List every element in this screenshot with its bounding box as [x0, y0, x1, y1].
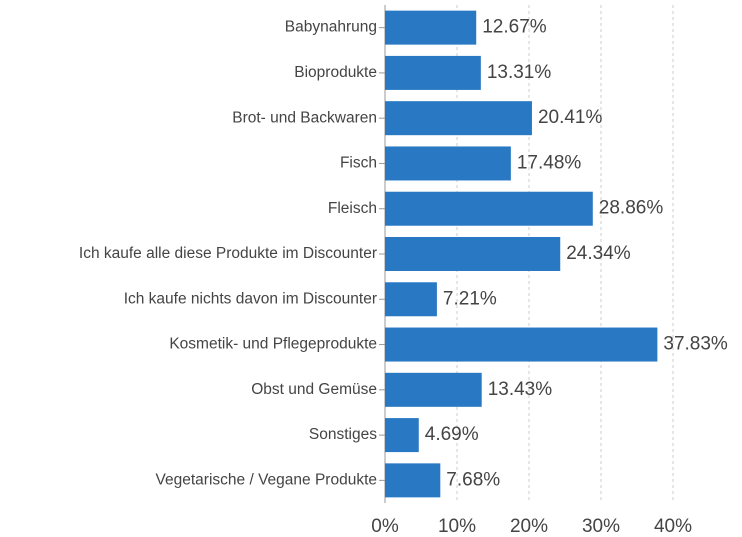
bar: [385, 282, 437, 317]
y-tick-label: Fisch: [340, 155, 377, 172]
y-tick-label: Kosmetik- und Pflegeprodukte: [169, 336, 377, 353]
bar: [385, 10, 477, 45]
y-tick-label: Fleisch: [328, 200, 377, 217]
bar: [385, 372, 482, 407]
x-tick-label: 40%: [654, 516, 692, 537]
value-label: 13.43%: [488, 379, 553, 400]
x-tick-label: 30%: [582, 516, 620, 537]
value-label: 24.34%: [566, 243, 631, 264]
value-label: 7.21%: [443, 288, 497, 309]
y-tick-label: Obst und Gemüse: [251, 381, 377, 398]
value-label: 28.86%: [599, 198, 664, 219]
y-tick-label: Ich kaufe nichts davon im Discounter: [124, 290, 377, 307]
value-label: 17.48%: [517, 152, 582, 173]
y-tick-label: Babynahrung: [285, 19, 377, 36]
bar: [385, 463, 441, 498]
bar: [385, 191, 593, 226]
x-tick-label: 10%: [438, 516, 476, 537]
bar: [385, 55, 481, 90]
bar: [385, 237, 561, 271]
value-label: 4.69%: [425, 424, 479, 445]
y-tick-label: Ich kaufe alle diese Produkte im Discoun…: [79, 245, 377, 262]
y-tick-label: Bioprodukte: [294, 64, 377, 81]
value-label: 7.68%: [446, 469, 500, 490]
value-label: 12.67%: [482, 17, 547, 38]
x-tick-label: 20%: [510, 516, 548, 537]
y-tick-label: Sonstiges: [309, 426, 377, 443]
bar: [385, 418, 419, 453]
y-tick-label: Vegetarische / Vegane Produkte: [156, 471, 377, 488]
bar: [385, 146, 511, 181]
y-tick-label: Brot- und Backwaren: [232, 109, 377, 126]
x-tick-label: 0%: [371, 516, 399, 537]
value-label: 20.41%: [538, 107, 603, 128]
value-label: 37.83%: [663, 334, 728, 355]
bar: [385, 101, 532, 136]
value-label: 13.31%: [487, 62, 552, 83]
bar: [385, 327, 658, 362]
